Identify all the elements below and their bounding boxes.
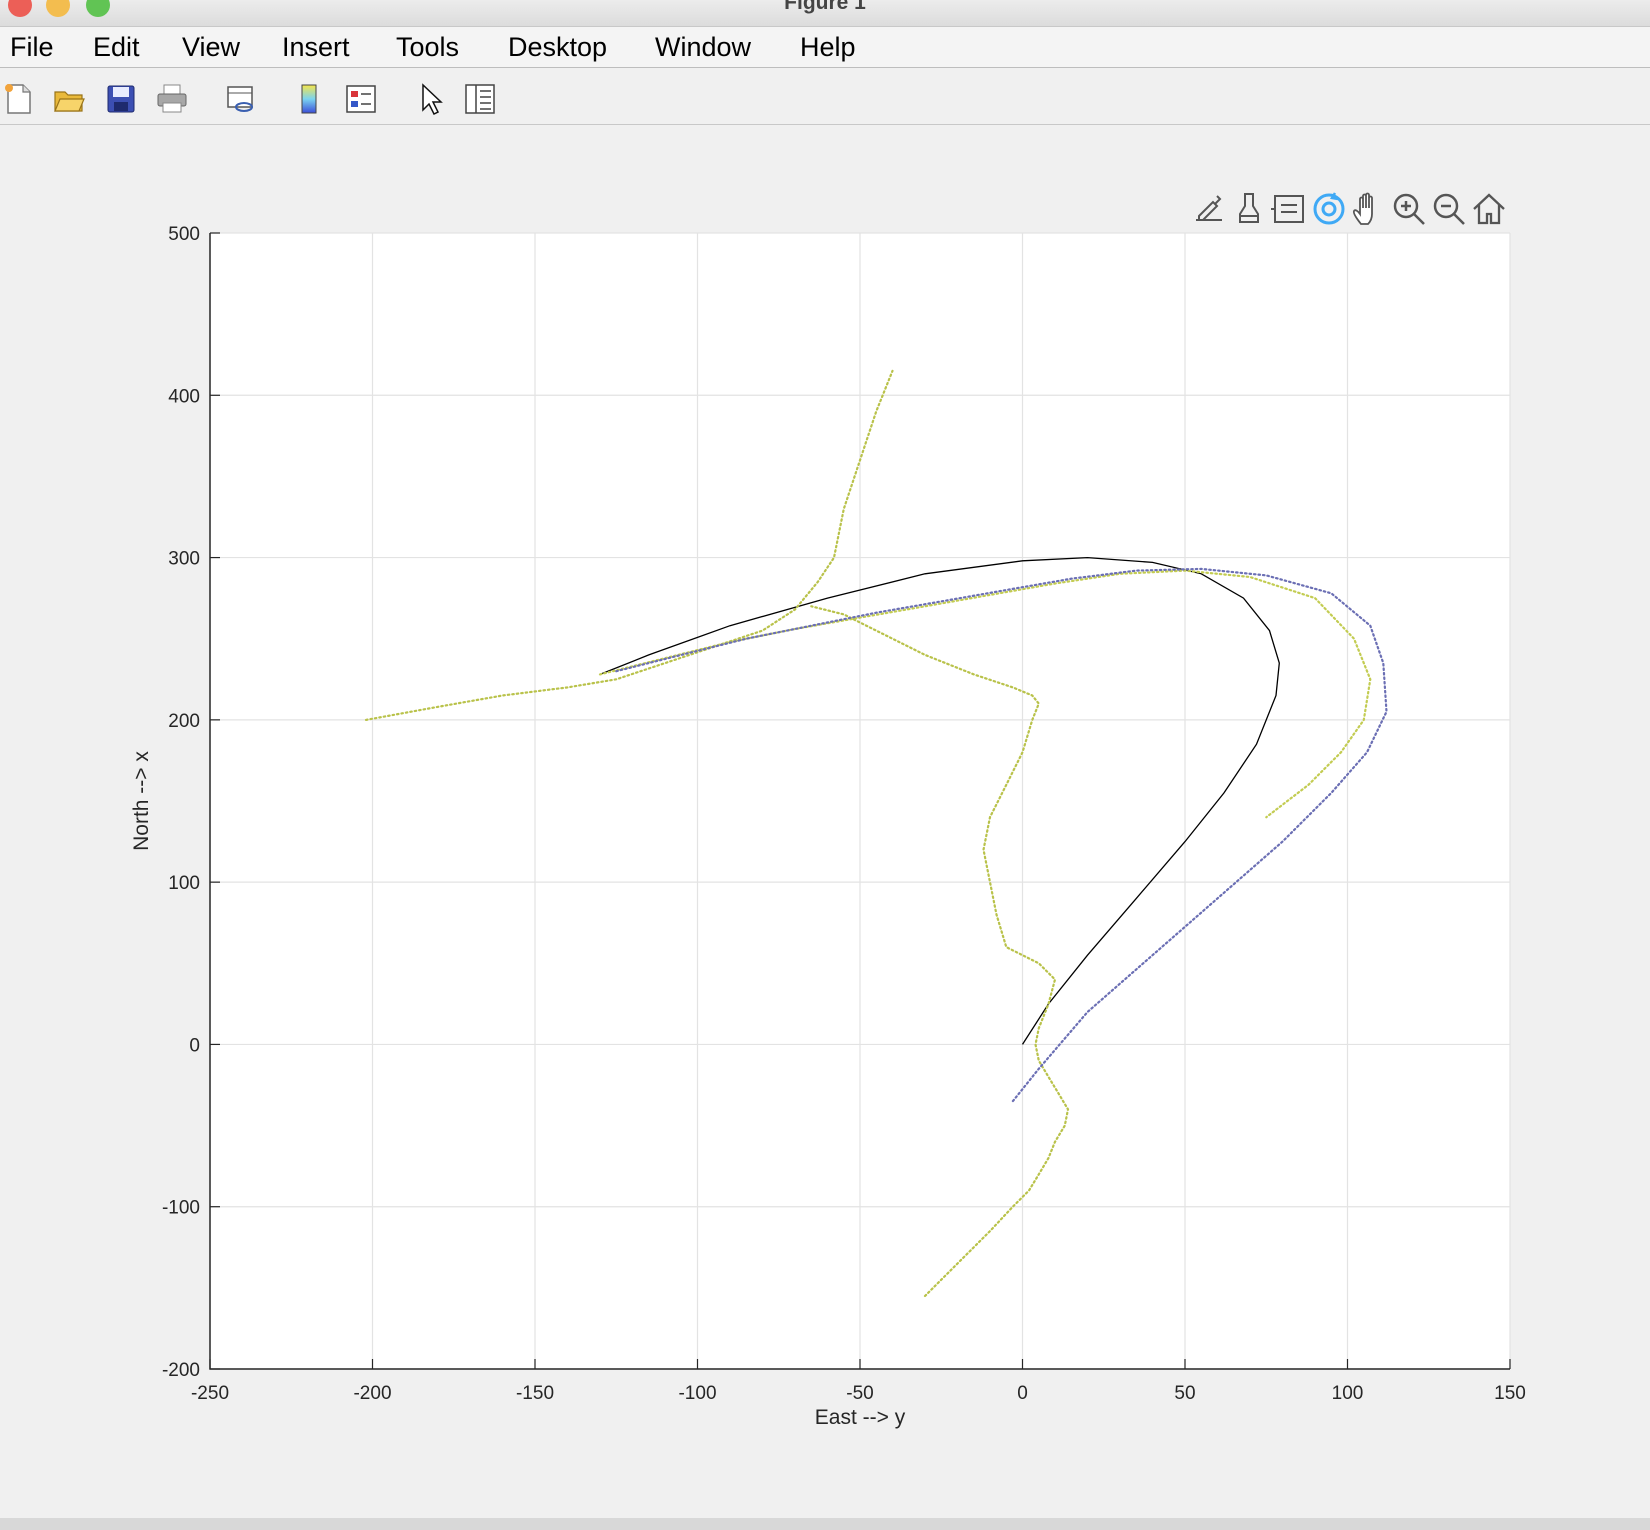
window-title: Figure 1 (784, 0, 866, 14)
x-tick-label: -250 (191, 1383, 229, 1404)
data-brush-icon[interactable] (1230, 190, 1268, 228)
x-tick-label: -150 (516, 1383, 554, 1404)
x-ticks: -250 -200 -150 -100 -50 0 50 100 150 (191, 1359, 1526, 1404)
rotate-3d-icon[interactable] (1310, 190, 1348, 228)
data-tips-icon[interactable] (1270, 190, 1308, 228)
menu-tools[interactable]: Tools (396, 32, 460, 62)
save-icon[interactable] (104, 82, 138, 116)
menu-desktop[interactable]: Desktop (508, 32, 608, 62)
x-tick-label: -50 (846, 1383, 873, 1404)
zoom-in-icon[interactable] (1390, 190, 1428, 228)
series-line-1 (599, 556, 1280, 1045)
grid-lines (209, 232, 1511, 1370)
close-window-icon[interactable] (8, 0, 32, 17)
y-tick-label: 400 (168, 386, 200, 407)
window-titlebar: Figure 1 (0, 0, 1650, 27)
menu-bar-filler (880, 27, 1650, 68)
y-axis-label: North --> x (130, 751, 153, 851)
y-tick-label: -200 (162, 1360, 200, 1381)
link-plot-icon[interactable] (224, 82, 258, 116)
x-tick-label: 100 (1332, 1383, 1364, 1404)
y-tick-label: 100 (168, 873, 200, 894)
menu-edit[interactable]: Edit (93, 32, 140, 62)
menu-help[interactable]: Help (800, 32, 856, 62)
zoom-out-icon[interactable] (1430, 190, 1468, 228)
print-icon[interactable] (155, 82, 189, 116)
window-bottom-edge (0, 1518, 1650, 1530)
edit-plot-icon[interactable] (415, 82, 449, 116)
menu-view[interactable]: View (182, 32, 241, 62)
y-ticks: -200 -100 0 100 200 300 400 500 (162, 224, 220, 1381)
x-tick-label: -200 (353, 1383, 391, 1404)
insert-colorbar-icon[interactable] (293, 82, 327, 116)
open-file-icon[interactable] (52, 82, 86, 116)
series-line-5 (615, 567, 1388, 1103)
plot-series (364, 369, 1388, 1298)
insert-legend-icon[interactable] (344, 82, 378, 116)
x-tick-label: 150 (1494, 1383, 1526, 1404)
menu-insert[interactable]: Insert (282, 32, 350, 62)
y-tick-label: -100 (162, 1198, 200, 1219)
minimize-window-icon[interactable] (46, 0, 70, 17)
y-tick-label: 300 (168, 549, 200, 570)
x-tick-label: 0 (1017, 1383, 1028, 1404)
menu-bar: File Edit View Insert Tools Desktop Wind… (0, 27, 880, 68)
brush-export-icon[interactable] (1190, 190, 1228, 228)
property-inspector-icon[interactable] (463, 82, 497, 116)
x-axis-label: East --> y (815, 1406, 906, 1429)
pan-icon[interactable] (1350, 190, 1388, 228)
y-tick-label: 200 (168, 711, 200, 732)
restore-view-icon[interactable] (1470, 190, 1508, 228)
menu-window[interactable]: Window (655, 32, 752, 62)
series-line-3 (364, 369, 894, 722)
new-figure-icon[interactable] (2, 82, 36, 116)
menu-file[interactable]: File (10, 32, 54, 62)
series-line-2 (810, 605, 1070, 1298)
y-tick-label: 500 (168, 224, 200, 245)
x-tick-label: 50 (1174, 1383, 1195, 1404)
zoom-window-icon[interactable] (86, 0, 110, 17)
figure-toolbar (0, 69, 1650, 125)
y-tick-label: 0 (189, 1035, 200, 1056)
x-tick-label: -100 (678, 1383, 716, 1404)
